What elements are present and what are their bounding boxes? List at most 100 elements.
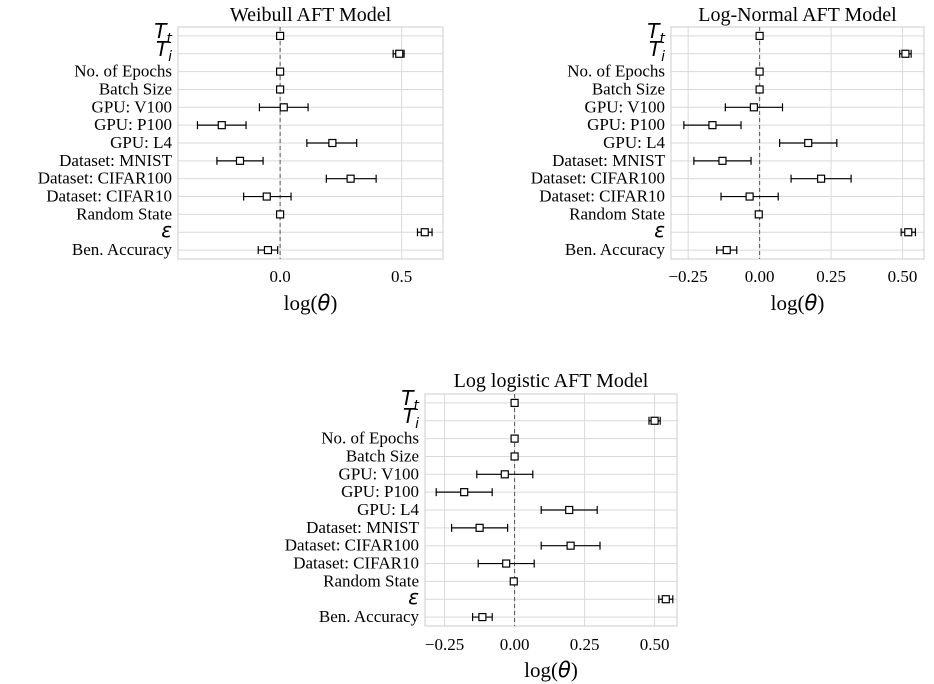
coef-marker (276, 67, 285, 76)
category-label: Ti (649, 37, 665, 65)
chart-title: Weibull AFT Model (230, 4, 392, 26)
coef-marker (276, 210, 285, 219)
category-label: Dataset: MNIST (59, 151, 172, 170)
category-label: GPU: V100 (585, 97, 665, 116)
x-tick-label: 0.50 (640, 635, 670, 654)
coef-marker (502, 559, 511, 568)
coef-marker (510, 452, 519, 461)
x-tick-label: 0.00 (745, 267, 775, 286)
coef-marker (718, 156, 727, 165)
category-label: Random State (569, 204, 665, 223)
coef-marker (804, 138, 813, 148)
coef-marker (510, 398, 519, 408)
chart-title: Log logistic AFT Model (454, 370, 649, 392)
coef-marker (217, 121, 226, 130)
category-label: GPU: V100 (339, 464, 419, 483)
x-tick-label: −0.25 (425, 635, 464, 654)
coef-marker (346, 174, 355, 183)
category-label: GPU: L4 (603, 133, 665, 152)
x-axis-label: log(θ) (771, 291, 825, 315)
category-label: ε (408, 585, 419, 609)
category-label: ε (161, 218, 172, 242)
category-label: Dataset: MNIST (552, 151, 665, 170)
x-axis-label: log(θ) (284, 291, 338, 315)
category-label: GPU: L4 (110, 133, 172, 152)
coef-marker (661, 595, 670, 604)
category-label: No. of Epochs (567, 62, 665, 81)
category-label: Batch Size (592, 79, 665, 98)
coef-marker (708, 121, 717, 130)
category-label: Ben. Accuracy (72, 240, 173, 259)
coef-marker (460, 488, 469, 497)
coef-marker (420, 228, 429, 237)
category-label: No. of Epochs (74, 62, 172, 81)
category-label: Dataset: CIFAR10 (293, 554, 419, 573)
x-tick-label: 0.0 (269, 267, 290, 286)
category-label: No. of Epochs (321, 429, 419, 448)
category-label: ε (654, 218, 665, 242)
category-label: Tt (154, 19, 172, 47)
x-tick-label: 0.25 (816, 267, 846, 286)
x-tick-label: 0.5 (391, 267, 412, 286)
coef-marker (279, 103, 288, 112)
category-label: GPU: V100 (92, 97, 172, 116)
x-tick-label: −0.25 (668, 267, 707, 286)
category-label: Dataset: CIFAR100 (285, 536, 419, 555)
coef-marker (276, 31, 285, 41)
coef-marker (755, 67, 764, 76)
coef-marker (650, 416, 659, 425)
coef-marker (475, 523, 484, 532)
coef-marker (276, 85, 285, 94)
category-label: Batch Size (346, 446, 419, 465)
category-label: Ben. Accuracy (565, 240, 666, 259)
coef-marker (904, 228, 913, 237)
coef-marker (755, 31, 764, 41)
coef-marker (328, 138, 337, 148)
coef-marker (262, 192, 271, 201)
x-axis-label: log(θ) (524, 658, 578, 682)
coef-marker (478, 612, 487, 622)
coef-marker (566, 541, 575, 550)
category-label: Dataset: CIFAR10 (539, 187, 665, 206)
category-label: GPU: P100 (587, 115, 665, 134)
x-tick-label: 0.00 (500, 635, 530, 654)
category-label: Random State (323, 571, 419, 590)
coef-marker (565, 505, 574, 515)
plot-frame (670, 26, 925, 260)
category-label: Random State (76, 204, 172, 223)
coef-marker (509, 577, 518, 586)
category-label: Ti (403, 404, 419, 432)
coef-marker (510, 434, 519, 443)
category-label: Dataset: CIFAR10 (46, 187, 172, 206)
coef-marker (901, 49, 910, 58)
chart-title: Log-Normal AFT Model (698, 4, 897, 26)
x-tick-label: 0.25 (570, 635, 600, 654)
category-label: Dataset: CIFAR100 (531, 169, 665, 188)
category-label: Batch Size (99, 79, 172, 98)
category-label: GPU: L4 (357, 500, 419, 519)
plot-frame (424, 393, 678, 627)
category-label: GPU: P100 (341, 482, 419, 501)
coef-marker (754, 210, 763, 219)
category-label: GPU: P100 (94, 115, 172, 134)
coef-marker (745, 192, 754, 201)
category-label: Ben. Accuracy (319, 607, 420, 626)
coef-marker (749, 103, 759, 112)
x-tick-label: 0.50 (888, 267, 918, 286)
category-label: Ti (156, 37, 172, 65)
category-label: Dataset: MNIST (306, 518, 419, 537)
category-label: Dataset: CIFAR100 (38, 169, 172, 188)
coef-marker (500, 470, 509, 479)
coef-marker (816, 174, 826, 183)
category-label: Tt (647, 19, 665, 47)
coef-marker (235, 156, 245, 165)
coef-marker (755, 85, 764, 94)
plot-frame (177, 26, 444, 260)
coef-marker (722, 245, 731, 255)
coef-marker (395, 49, 404, 58)
coef-marker (263, 245, 273, 255)
